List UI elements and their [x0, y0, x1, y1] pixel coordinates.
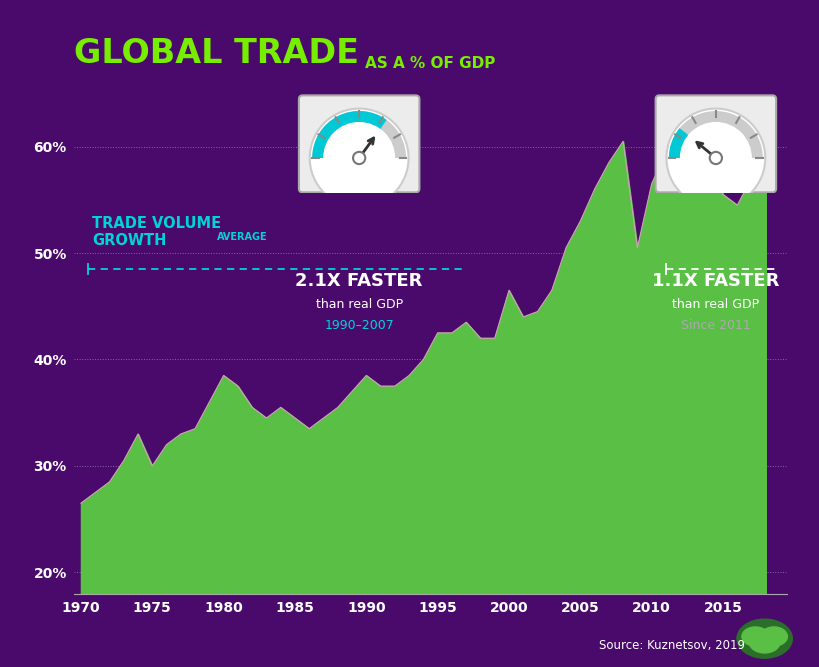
Text: 1.1X FASTER: 1.1X FASTER — [651, 272, 779, 290]
Text: AVERAGE: AVERAGE — [216, 231, 267, 241]
Text: GLOBAL TRADE: GLOBAL TRADE — [74, 37, 359, 70]
Circle shape — [759, 627, 786, 646]
Text: AS A % OF GDP: AS A % OF GDP — [364, 57, 495, 71]
FancyBboxPatch shape — [299, 95, 419, 192]
Text: Since 2011: Since 2011 — [680, 319, 750, 332]
Circle shape — [310, 109, 408, 207]
Text: 2.1X FASTER: 2.1X FASTER — [295, 272, 423, 290]
Circle shape — [666, 109, 764, 207]
Circle shape — [680, 123, 750, 193]
Circle shape — [324, 123, 394, 193]
Text: 1990–2007: 1990–2007 — [324, 319, 394, 332]
Text: than real GDP: than real GDP — [672, 297, 758, 311]
Text: than real GDP: than real GDP — [315, 297, 402, 311]
Text: TRADE VOLUME
GROWTH: TRADE VOLUME GROWTH — [93, 216, 221, 248]
Circle shape — [709, 152, 721, 164]
Circle shape — [353, 152, 364, 164]
Text: Source: Kuznetsov, 2019: Source: Kuznetsov, 2019 — [598, 640, 744, 652]
Circle shape — [749, 631, 779, 653]
FancyBboxPatch shape — [655, 95, 775, 192]
Circle shape — [736, 619, 791, 658]
Circle shape — [741, 627, 768, 646]
